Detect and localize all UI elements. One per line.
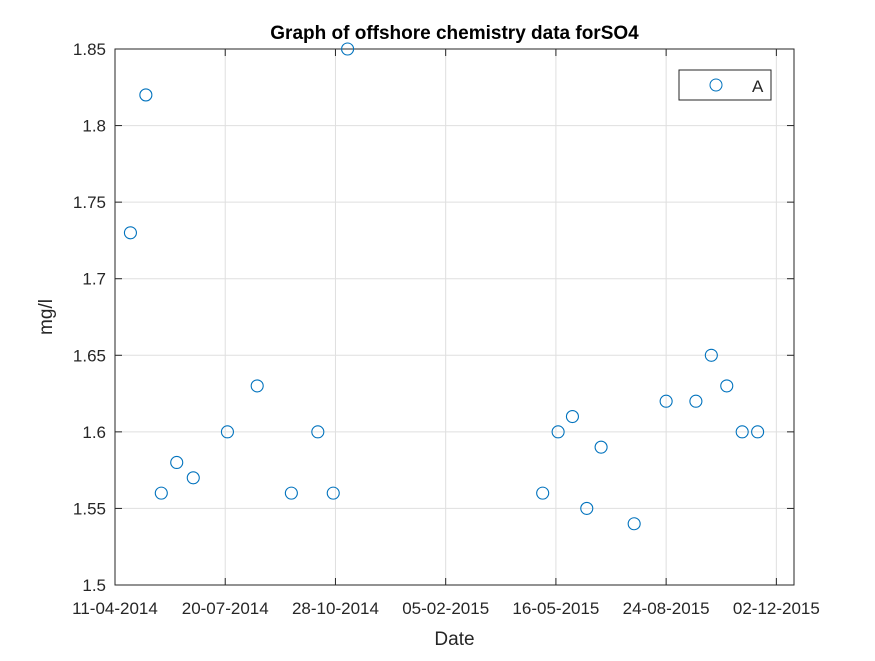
- x-tick-label: 02-12-2015: [733, 599, 820, 618]
- y-tick-label: 1.55: [73, 499, 106, 518]
- data-point: [720, 379, 734, 393]
- x-tick-label: 28-10-2014: [292, 599, 379, 618]
- data-point: [704, 348, 718, 362]
- x-tick-label: 16-05-2015: [512, 599, 599, 618]
- chart-title: Graph of offshore chemistry data forSO4: [270, 23, 639, 44]
- data-point: [154, 486, 168, 500]
- x-tick-label: 20-07-2014: [182, 599, 269, 618]
- y-tick-label: 1.85: [73, 40, 106, 59]
- legend-box: [678, 69, 772, 101]
- x-axis-label: Date: [434, 629, 474, 650]
- data-points: [123, 42, 765, 531]
- data-point: [341, 42, 355, 56]
- axis-ticks: 11-04-2014 20-07-2014 28-10-2014 05-02-2015…: [72, 40, 820, 618]
- data-point: [659, 394, 673, 408]
- data-point: [139, 88, 153, 102]
- y-tick-label: 1.7: [82, 270, 106, 289]
- data-point: [186, 471, 200, 485]
- data-point: [565, 409, 579, 424]
- data-point: [551, 425, 565, 439]
- legend-entry-label: A: [752, 77, 764, 96]
- y-tick-label: 1.6: [82, 423, 106, 442]
- data-point: [594, 440, 608, 454]
- data-point: [250, 379, 264, 393]
- y-tick-label: 1.5: [82, 576, 106, 595]
- y-tick-label: 1.75: [73, 193, 106, 212]
- data-point: [580, 501, 594, 515]
- x-tick-label: 24-08-2015: [623, 599, 710, 618]
- x-tick-label: 11-04-2014: [72, 599, 158, 618]
- data-point: [536, 486, 550, 500]
- legend: A: [678, 69, 772, 101]
- data-point: [220, 425, 234, 439]
- data-point: [689, 394, 703, 408]
- y-tick-label: 1.8: [82, 117, 106, 136]
- data-point: [123, 226, 137, 240]
- data-point: [284, 486, 298, 500]
- data-point: [326, 486, 340, 500]
- data-point: [311, 425, 325, 439]
- data-point: [170, 455, 184, 470]
- data-point: [627, 517, 641, 531]
- legend-marker-icon: [709, 78, 723, 92]
- grid-lines: [114, 48, 794, 586]
- data-point: [751, 425, 765, 439]
- y-tick-label: 1.65: [73, 346, 106, 365]
- plot-area: [114, 48, 795, 586]
- x-tick-label: 05-02-2015: [402, 599, 489, 618]
- y-axis-label: mg/l: [36, 299, 57, 335]
- data-point: [735, 425, 749, 439]
